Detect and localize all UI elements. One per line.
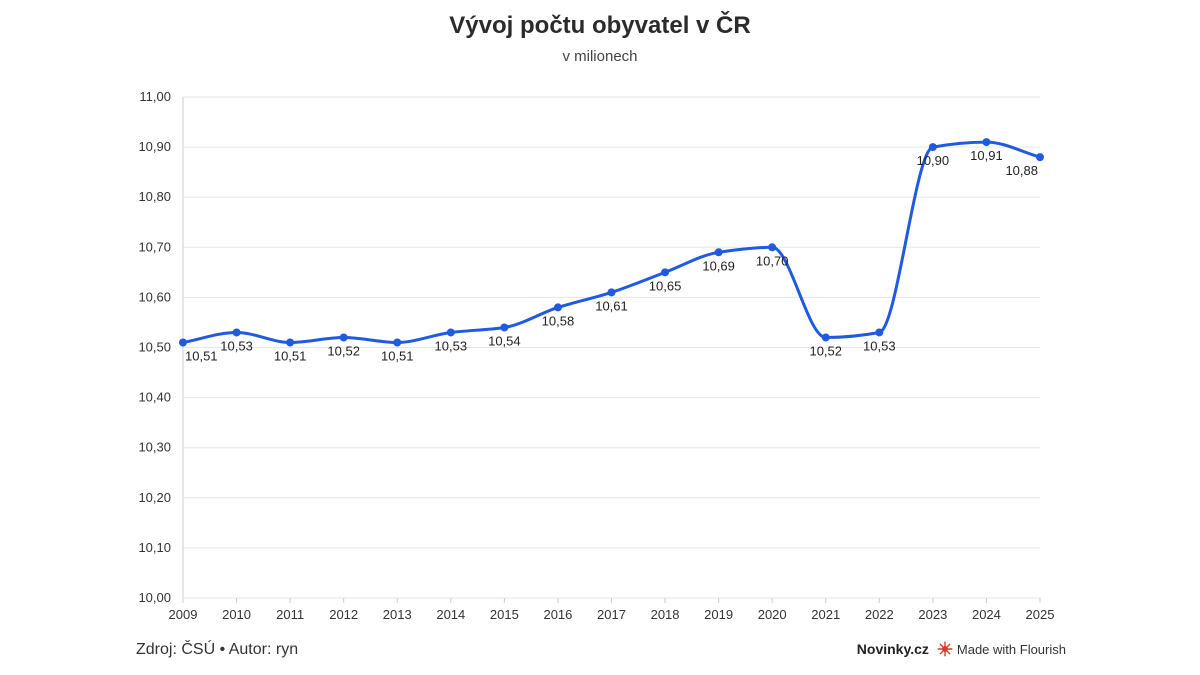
x-tick-label: 2019 — [704, 607, 733, 622]
data-label: 10,51 — [274, 348, 307, 363]
x-tick-label: 2013 — [383, 607, 412, 622]
data-point[interactable] — [286, 338, 295, 347]
data-point[interactable] — [928, 143, 937, 152]
line-chart: 10,00 10,10 10,20 10,30 10,40 10,50 10,60 10,70… — [138, 89, 1055, 622]
x-tick-label: 2024 — [972, 607, 1001, 622]
data-label: 10,88 — [1005, 163, 1038, 178]
data-point[interactable] — [553, 303, 562, 312]
y-tick-label: 10,20 — [138, 490, 171, 505]
data-label: 10,51 — [381, 348, 414, 363]
footer-branding: Novinky.cz Made with Flourish — [857, 641, 1066, 657]
data-point[interactable] — [661, 268, 670, 277]
data-point[interactable] — [607, 288, 616, 297]
x-tick-label: 2022 — [865, 607, 894, 622]
data-label: 10,61 — [595, 298, 628, 313]
data-label: 10,58 — [542, 313, 575, 328]
data-point[interactable] — [393, 338, 402, 347]
x-tick-label: 2023 — [918, 607, 947, 622]
brand-logo[interactable]: Novinky.cz — [856, 641, 929, 657]
flourish-link[interactable]: Made with Flourish — [937, 641, 1066, 657]
x-tick-label: 2010 — [222, 607, 251, 622]
data-point[interactable] — [339, 333, 348, 342]
data-point[interactable] — [875, 328, 884, 337]
data-label: 10,52 — [327, 343, 360, 358]
y-tick-label: 10,00 — [138, 590, 171, 605]
chart-subtitle: v milionech — [562, 48, 638, 65]
chart-title: Vývoj počtu obyvatel v ČR — [449, 12, 751, 39]
y-tick-label: 10,70 — [138, 239, 171, 254]
data-point[interactable] — [500, 323, 509, 332]
data-point[interactable] — [714, 248, 723, 257]
data-label: 10,54 — [488, 333, 521, 348]
y-tick-label: 10,50 — [138, 340, 171, 355]
data-label: 10,53 — [435, 338, 468, 353]
x-tick-label: 2018 — [651, 607, 680, 622]
data-label: 10,90 — [917, 153, 950, 168]
x-tick-label: 2014 — [436, 607, 465, 622]
data-point[interactable] — [768, 243, 777, 252]
data-label: 10,51 — [185, 348, 218, 363]
x-tick-label: 2021 — [811, 607, 840, 622]
data-label: 10,52 — [809, 343, 842, 358]
data-points — [179, 138, 1044, 347]
data-point[interactable] — [1036, 153, 1044, 162]
x-tick-label: 2009 — [169, 607, 198, 622]
y-tick-label: 11,00 — [139, 89, 171, 104]
x-tick-label: 2012 — [329, 607, 358, 622]
x-tick-label: 2011 — [276, 607, 304, 622]
data-point[interactable] — [821, 333, 830, 342]
data-point[interactable] — [179, 338, 187, 347]
x-tick-label: 2016 — [543, 607, 572, 622]
data-point[interactable] — [982, 138, 991, 147]
x-tick-label: 2025 — [1026, 607, 1055, 622]
grid-lines — [183, 96, 1040, 599]
x-tick-label: 2020 — [758, 607, 787, 622]
source-credit: Zdroj: ČSÚ • Autor: ryn — [136, 641, 299, 658]
y-tick-label: 10,40 — [138, 390, 171, 405]
y-tick-label: 10,10 — [138, 540, 171, 555]
y-tick-label: 10,90 — [138, 139, 171, 154]
x-tick-label: 2015 — [490, 607, 519, 622]
y-tick-label: 10,30 — [138, 440, 171, 455]
data-label: 10,69 — [702, 258, 735, 273]
made-with-flourish: Made with Flourish — [956, 641, 1066, 657]
data-label: 10,65 — [649, 278, 682, 293]
data-label: 10,53 — [863, 338, 896, 353]
x-tick-label: 2017 — [597, 607, 626, 622]
flourish-icon — [937, 641, 953, 657]
data-point[interactable] — [446, 328, 455, 337]
data-label: 10,91 — [970, 148, 1003, 163]
data-point[interactable] — [232, 328, 241, 337]
x-axis-ticks: 2009 2010 2011 2012 2013 2014 2015 2016 2017 2018… — [169, 598, 1055, 622]
data-label: 10,53 — [220, 338, 253, 353]
data-label: 10,70 — [756, 253, 789, 268]
y-tick-label: 10,60 — [138, 289, 171, 304]
y-axis-ticks: 10,00 10,10 10,20 10,30 10,40 10,50 10,60 10,70… — [138, 89, 171, 605]
y-tick-label: 10,80 — [138, 189, 171, 204]
